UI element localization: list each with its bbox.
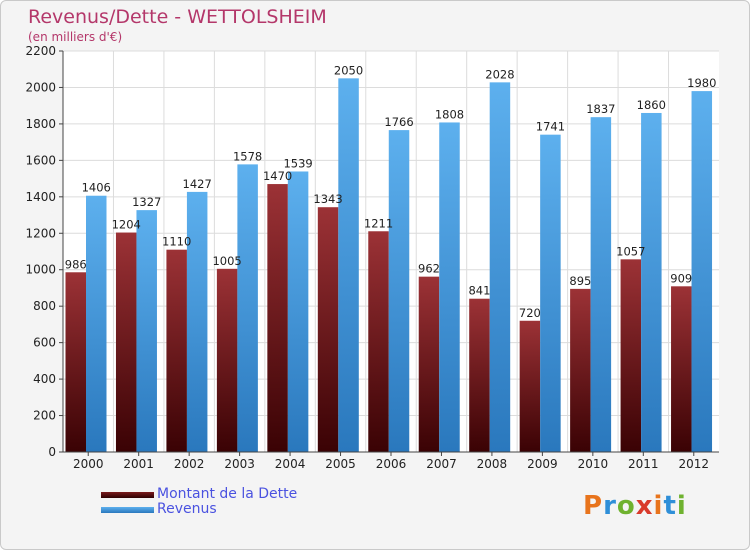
logo-letter: i — [653, 491, 664, 521]
y-tick-label: 800 — [33, 299, 56, 313]
proxiti-logo: Proxiti — [583, 491, 687, 521]
data-label: 1406 — [82, 181, 111, 195]
y-tick-label: 1200 — [25, 226, 56, 240]
revenue-bar — [641, 112, 662, 453]
logo-letter: x — [635, 491, 654, 521]
data-label: 1057 — [616, 244, 645, 258]
revenue-bar — [540, 134, 561, 452]
debt-bar — [317, 207, 339, 452]
data-label: 1470 — [263, 169, 292, 183]
data-label: 1427 — [183, 177, 212, 191]
logo-letter: t — [663, 491, 677, 521]
data-label: 1837 — [586, 102, 615, 116]
data-label: 1343 — [313, 192, 342, 206]
data-label: 1578 — [233, 149, 262, 163]
y-tick-label: 2200 — [25, 44, 56, 58]
data-label: 1539 — [283, 156, 312, 170]
revenue-bar — [489, 82, 511, 453]
y-tick-label: 2000 — [25, 80, 56, 94]
debt-bar — [519, 320, 541, 452]
debt-bar — [368, 231, 389, 452]
debt-bar — [671, 286, 692, 452]
legend-swatch-revenue — [101, 507, 154, 513]
logo-letter: P — [583, 491, 604, 521]
x-tick-label: 2002 — [174, 457, 205, 471]
revenue-bar — [338, 78, 359, 452]
x-tick-label: 2001 — [123, 457, 154, 471]
debt-bar — [267, 184, 288, 453]
logo-letter: i — [676, 491, 687, 521]
data-label: 895 — [569, 274, 591, 288]
revenue-bar — [439, 122, 460, 452]
data-label: 1980 — [687, 76, 716, 90]
data-label: 841 — [468, 284, 490, 298]
debt-bar — [166, 249, 187, 452]
y-tick-label: 1400 — [25, 190, 56, 204]
revenue-bar — [287, 171, 309, 452]
y-tick-label: 0 — [48, 445, 56, 459]
chart-subtitle: (en milliers d'€) — [28, 30, 123, 44]
x-tick-label: 2010 — [578, 457, 609, 471]
data-label: 1204 — [112, 218, 141, 232]
data-label: 1327 — [132, 195, 161, 209]
data-label: 1005 — [212, 254, 241, 268]
x-tick-label: 2011 — [628, 457, 659, 471]
y-tick-label: 200 — [33, 409, 56, 423]
debt-bar — [570, 288, 591, 452]
data-label: 2050 — [334, 63, 363, 77]
x-tick-label: 2008 — [477, 457, 508, 471]
y-tick-label: 1800 — [25, 117, 56, 131]
revenue-bar — [691, 91, 713, 452]
x-tick-label: 2000 — [73, 457, 104, 471]
revenue-bar — [186, 191, 208, 452]
data-label: 962 — [418, 262, 440, 276]
debt-bar — [65, 272, 86, 452]
legend-swatch-debt — [101, 492, 154, 498]
revenue-bar — [136, 210, 157, 452]
x-tick-label: 2005 — [325, 457, 356, 471]
legend-label-debt: Montant de la Dette — [157, 486, 298, 502]
chart-title: Revenus/Dette - WETTOLSHEIM — [28, 6, 327, 28]
x-tick-label: 2012 — [678, 457, 709, 471]
data-label: 1741 — [536, 120, 565, 134]
y-tick-label: 1000 — [25, 263, 56, 277]
revenue-bar — [388, 130, 410, 452]
y-tick-label: 600 — [33, 336, 56, 350]
data-label: 2028 — [485, 67, 514, 81]
logo-letter: o — [616, 491, 636, 521]
data-label: 720 — [519, 306, 541, 320]
x-tick-label: 2009 — [527, 457, 558, 471]
debt-bar — [216, 268, 238, 452]
data-label: 1860 — [637, 98, 666, 112]
data-label: 1766 — [384, 115, 413, 129]
y-tick-label: 400 — [33, 372, 56, 386]
x-tick-label: 2007 — [426, 457, 457, 471]
data-label: 986 — [65, 257, 87, 271]
data-label: 1808 — [435, 107, 464, 121]
data-label: 1211 — [364, 216, 393, 230]
legend-label-revenue: Revenus — [157, 501, 217, 517]
logo-letter: r — [603, 491, 617, 521]
x-tick-label: 2003 — [224, 457, 255, 471]
debt-bar — [115, 232, 137, 452]
x-tick-label: 2006 — [376, 457, 407, 471]
debt-bar — [469, 298, 490, 452]
debt-bar — [418, 276, 440, 452]
data-label: 1110 — [162, 235, 191, 249]
debt-bar — [620, 259, 642, 452]
revenue-bar — [590, 117, 612, 452]
x-tick-label: 2004 — [275, 457, 306, 471]
y-tick-label: 1600 — [25, 153, 56, 167]
data-label: 909 — [670, 271, 692, 285]
revenue-bar — [237, 164, 258, 452]
revenue-bar — [86, 195, 107, 452]
